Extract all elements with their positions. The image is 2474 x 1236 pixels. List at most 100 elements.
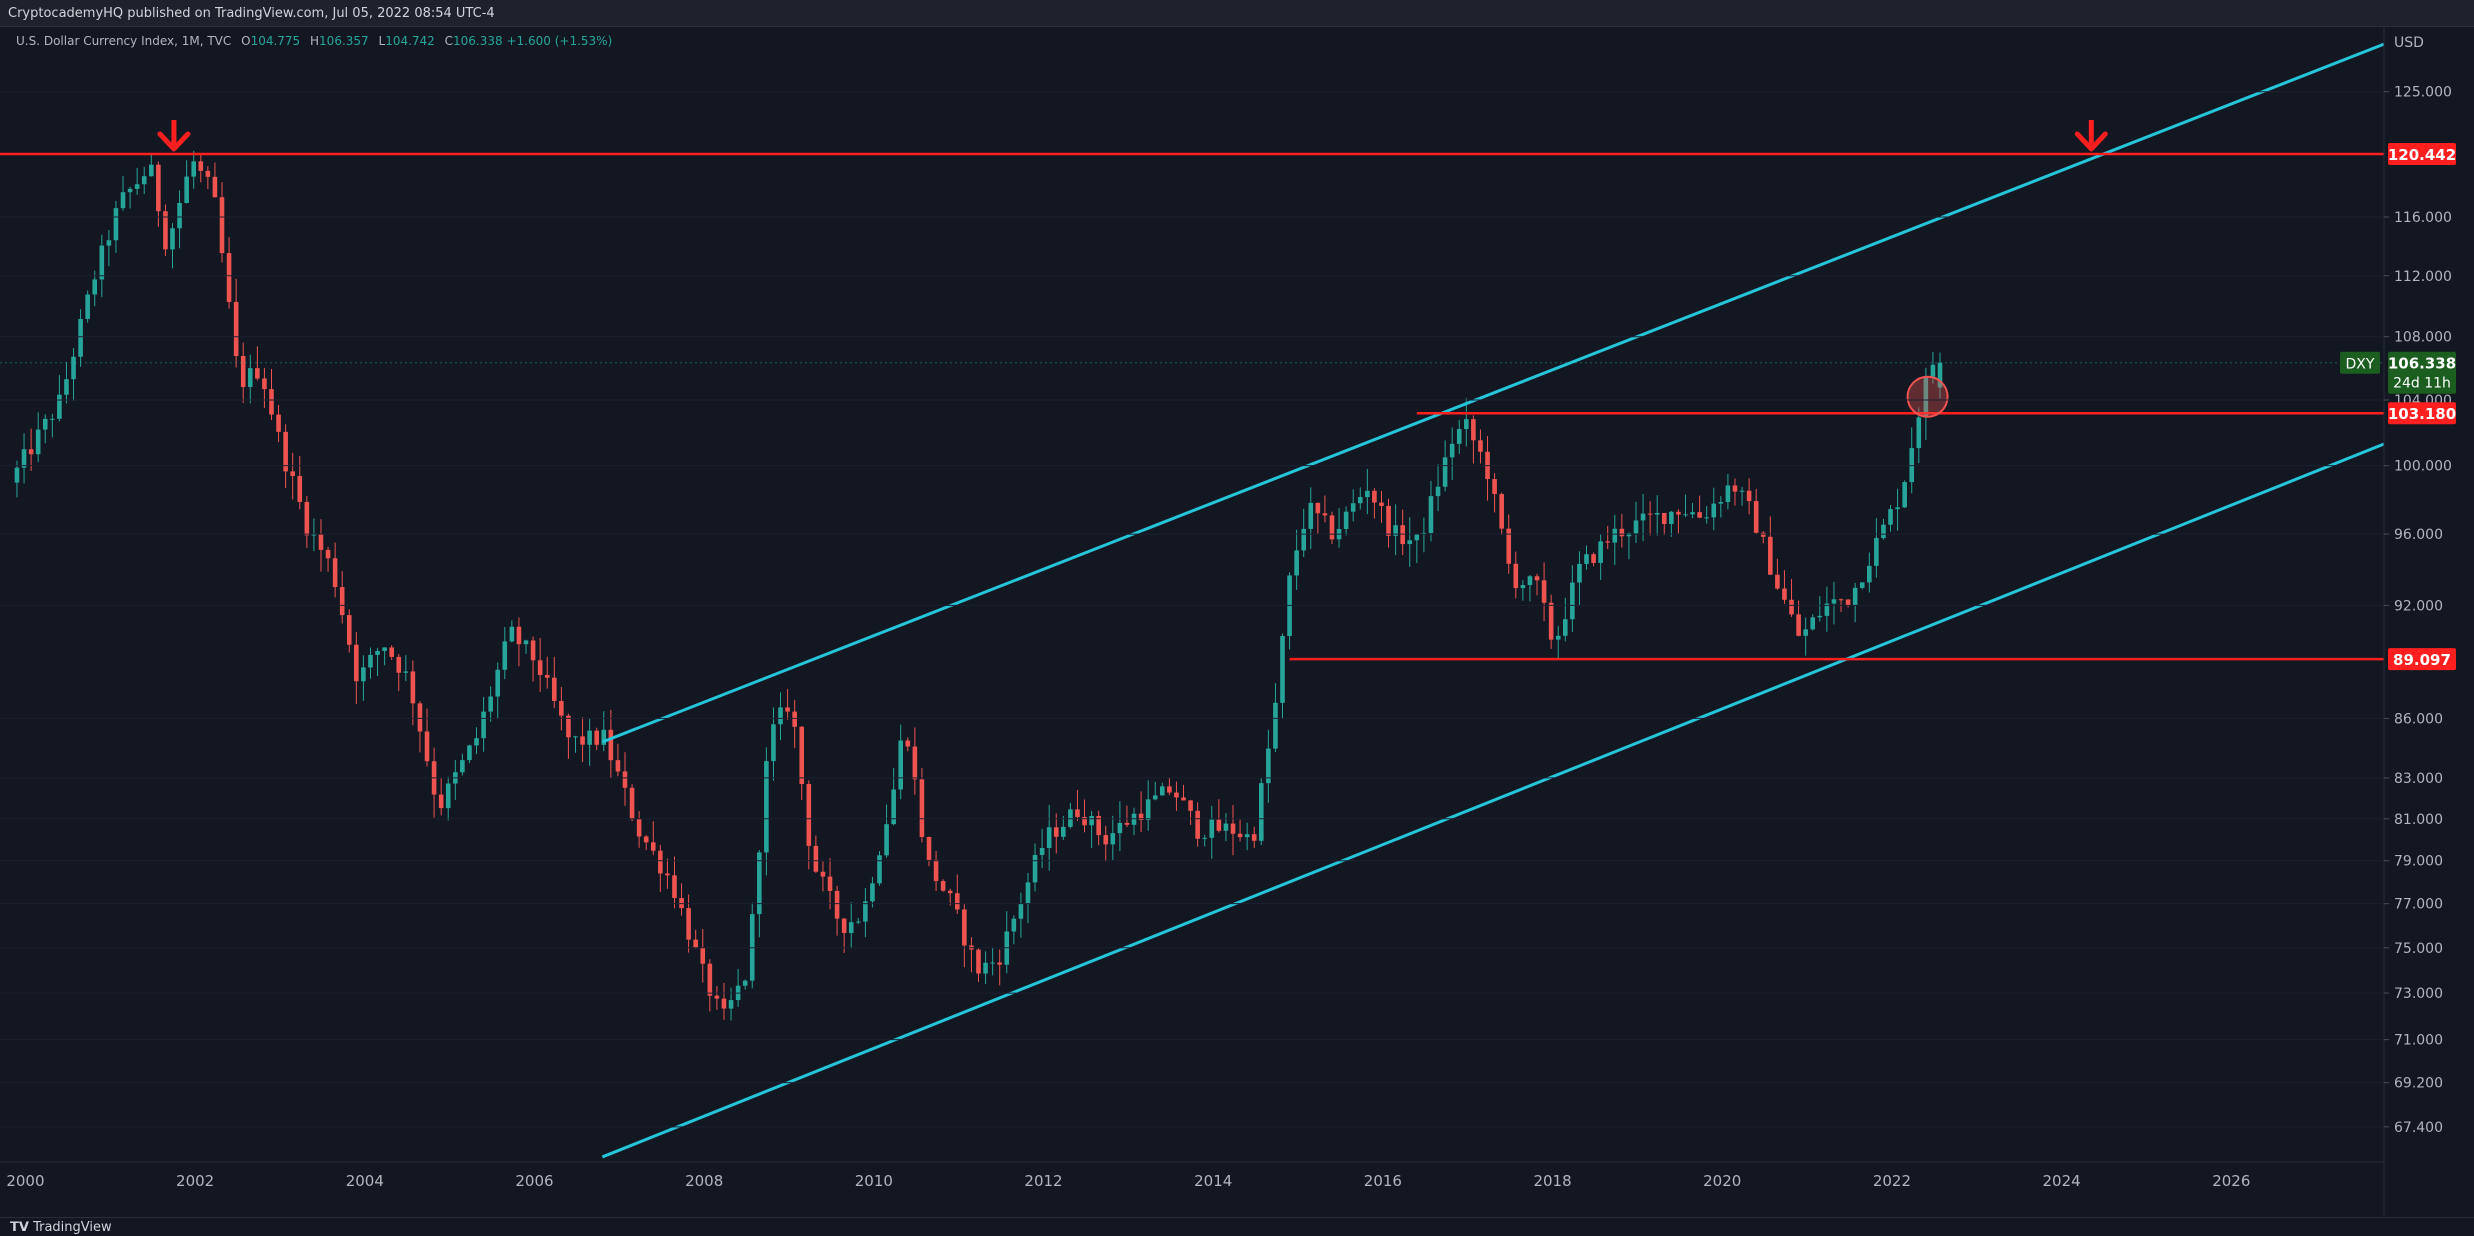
candle-body xyxy=(1110,833,1116,845)
tradingview-logo: 𝗧𝗩 TradingView xyxy=(10,1220,112,1235)
candle-body xyxy=(191,161,197,177)
candle-body xyxy=(339,587,345,616)
candle-body xyxy=(410,671,416,704)
candle-body xyxy=(1223,823,1229,831)
candle-body xyxy=(721,998,727,1009)
low-value: 104.742 xyxy=(385,34,435,48)
candle-body xyxy=(1032,854,1038,883)
candle-body xyxy=(127,188,133,193)
candle-body xyxy=(184,176,189,203)
high-value: 106.357 xyxy=(319,34,369,48)
candle-body xyxy=(650,842,656,851)
candle-body xyxy=(1096,815,1101,836)
candle-body xyxy=(226,253,232,302)
candle-body xyxy=(1046,827,1052,849)
symbol-legend: U.S. Dollar Currency Index, 1M, TVC O104… xyxy=(16,34,612,48)
candle-body xyxy=(1478,440,1483,452)
candle-body xyxy=(834,890,840,919)
candle-body xyxy=(1626,533,1632,537)
candle-body xyxy=(262,378,267,390)
y-tick-label: 69.200 xyxy=(2394,1076,2443,1092)
candle-body xyxy=(1181,797,1186,801)
candle-body xyxy=(113,208,119,241)
candle-body xyxy=(1343,511,1349,529)
candle-body xyxy=(1831,599,1837,604)
candle-body xyxy=(382,647,387,651)
candle-body xyxy=(615,760,621,772)
x-tick-label: 2024 xyxy=(2043,1172,2081,1190)
channel-line xyxy=(601,42,2385,744)
level-badge-label: 89.097 xyxy=(2393,651,2451,669)
candle-body xyxy=(587,730,592,745)
candle-body xyxy=(792,711,797,727)
candle-body xyxy=(764,761,769,853)
candle-body xyxy=(1167,786,1172,793)
candle-body xyxy=(1407,540,1413,545)
brand-text: TradingView xyxy=(33,1220,112,1235)
candle-body xyxy=(785,707,790,712)
candle-body xyxy=(1160,786,1165,796)
candle-body xyxy=(1817,615,1823,618)
candle-body xyxy=(1548,602,1554,640)
close-label: C xyxy=(444,34,454,48)
y-tick-label: 77.000 xyxy=(2394,897,2443,913)
candle-body xyxy=(1930,364,1936,378)
candle-body xyxy=(962,909,967,946)
footer-bar: 𝗧𝗩 TradingView xyxy=(0,1217,2474,1236)
channel-line xyxy=(601,442,2385,1159)
candle-body xyxy=(806,784,812,846)
candle-body xyxy=(396,656,402,673)
level-badge xyxy=(2388,648,2456,671)
y-tick-label: 112.000 xyxy=(2394,269,2452,285)
candle-body xyxy=(1676,511,1681,515)
candle-body xyxy=(601,729,607,745)
candle-body xyxy=(1400,525,1405,545)
candle-body xyxy=(488,696,493,712)
candle-body xyxy=(354,644,359,682)
candle-body xyxy=(608,729,614,761)
candle-body xyxy=(1577,563,1582,583)
candle-body xyxy=(1888,509,1893,525)
candle-body xyxy=(1916,417,1922,449)
y-tick-label: 92.000 xyxy=(2394,598,2443,614)
candle-body xyxy=(28,449,34,455)
last-price-badge xyxy=(2388,351,2456,394)
candle-body xyxy=(933,859,939,882)
candle-body xyxy=(240,356,246,387)
candle-body xyxy=(1103,835,1109,845)
candle-body xyxy=(1612,528,1618,543)
candle-body xyxy=(912,746,918,780)
candle-body xyxy=(290,471,295,476)
candle-body xyxy=(1039,848,1045,855)
candle-body xyxy=(1753,501,1759,533)
candle-body xyxy=(1428,496,1434,533)
y-tick-label: 116.000 xyxy=(2394,210,2452,226)
candle-body xyxy=(1188,800,1193,811)
candle-body xyxy=(269,389,274,415)
candle-body xyxy=(212,176,218,198)
candle-body xyxy=(1506,528,1512,564)
candle-body xyxy=(919,779,925,837)
candle-body xyxy=(820,871,826,877)
candle-body xyxy=(1683,514,1688,516)
candle-body xyxy=(1421,532,1427,534)
candle-body xyxy=(954,893,960,910)
candle-body xyxy=(841,918,847,934)
candle-body xyxy=(1492,479,1497,495)
candle-body xyxy=(467,745,472,761)
candle-body xyxy=(1216,819,1222,831)
x-tick-label: 2002 xyxy=(176,1172,214,1190)
candle-body xyxy=(877,855,882,884)
candle-body xyxy=(417,703,423,732)
candle-body xyxy=(1018,903,1024,919)
candle-body xyxy=(530,640,536,661)
candle-body xyxy=(509,626,515,642)
candle-body xyxy=(163,211,168,250)
x-tick-label: 2010 xyxy=(855,1172,893,1190)
candle-body xyxy=(1789,599,1794,615)
candle-body xyxy=(523,640,529,645)
level-badge-label: 103.180 xyxy=(2388,405,2456,423)
candle-body xyxy=(1322,513,1328,516)
candle-body xyxy=(1089,815,1094,826)
